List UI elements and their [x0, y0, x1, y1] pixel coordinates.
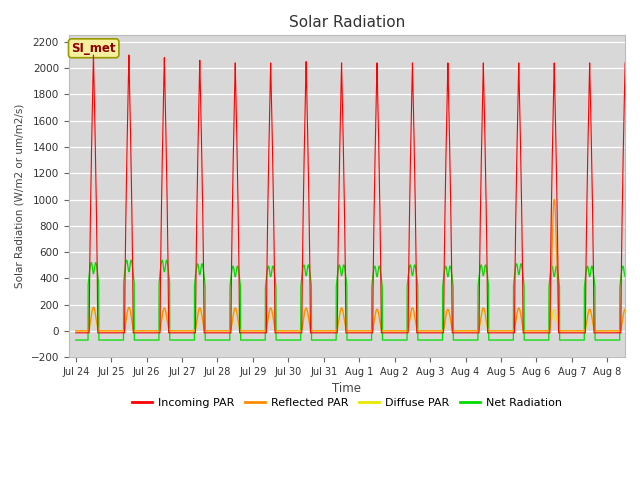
Text: SI_met: SI_met — [72, 42, 116, 55]
X-axis label: Time: Time — [332, 383, 362, 396]
Y-axis label: Solar Radiation (W/m2 or um/m2/s): Solar Radiation (W/m2 or um/m2/s) — [15, 104, 25, 288]
Legend: Incoming PAR, Reflected PAR, Diffuse PAR, Net Radiation: Incoming PAR, Reflected PAR, Diffuse PAR… — [127, 394, 566, 413]
Title: Solar Radiation: Solar Radiation — [289, 15, 405, 30]
